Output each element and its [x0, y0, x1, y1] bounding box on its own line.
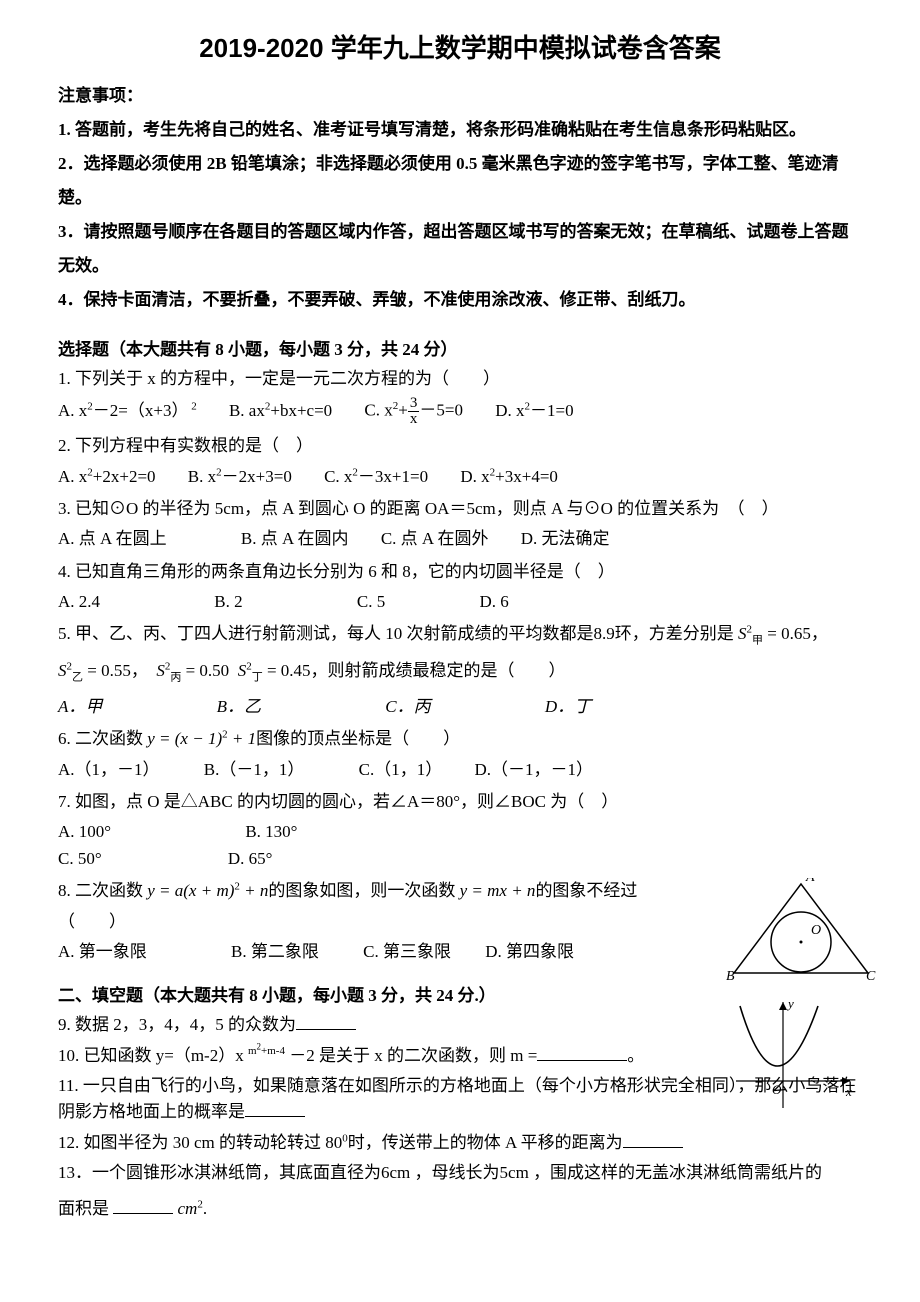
q6-optC: C.（1，1）: [359, 757, 443, 783]
q8-optB: B. 第二象限: [231, 939, 319, 965]
instruction-line: 2．选择题必须使用 2B 铅笔填涂；非选择题必须使用 0.5 毫米黑色字迹的签字…: [58, 147, 862, 215]
q13: 13．一个圆锥形冰淇淋纸筒，其底面直径为6cm ，母线长为5cm ，围成这样的无…: [58, 1160, 862, 1186]
q4-optD: D. 6: [479, 589, 508, 615]
q3-optB: B. 点 A 在圆内: [241, 526, 349, 552]
center-dot-icon: [800, 941, 803, 944]
q3-optC: C. 点 A 在圆外: [381, 526, 489, 552]
triangle-inscribed-circle-figure: A B C O: [726, 878, 876, 983]
q5-optA: A．甲: [58, 694, 102, 720]
q7-stem: 7. 如图，点 O 是△ABC 的内切圆的圆心，若∠A＝80°，则∠BOC 为（…: [58, 789, 862, 815]
q4-optB: B. 2: [214, 589, 242, 615]
q4-optC: C. 5: [357, 589, 385, 615]
q2-optB: B. x2－2x+3=0: [188, 464, 292, 490]
q7-optB: B. 130°: [245, 819, 297, 845]
q13b: 面积是 cm2.: [58, 1196, 862, 1222]
parabola-figure: y x O: [728, 996, 858, 1116]
q6-optA: A.（1，－1）: [58, 757, 160, 783]
q1-stem: 1. 下列关于 x 的方程中，一定是一元二次方程的为（ ）: [58, 366, 862, 392]
q6-stem: 6. 二次函数 y = (x − 1)2 + 1图像的顶点坐标是（ ）: [58, 726, 862, 752]
q7-optA: A. 100°: [58, 819, 111, 845]
q6-options: A.（1，－1） B.（－1，1） C.（1，1） D.（－1，－1）: [58, 757, 862, 783]
q8-optC: C. 第三象限: [363, 939, 451, 965]
q7-options: A. 100° B. 130° C. 50° D. 65°: [58, 819, 862, 872]
q1-options: A. x2－2=（x+3） 2 B. ax2+bx+c=0 C. x2+3x－5…: [58, 396, 862, 427]
label-C: C: [866, 969, 876, 983]
blank-fill[interactable]: [623, 1133, 683, 1148]
q4-options: A. 2.4 B. 2 C. 5 D. 6: [58, 589, 862, 615]
q8-optD: D. 第四象限: [485, 939, 574, 965]
blank-fill[interactable]: [113, 1199, 173, 1214]
parabola-curve-icon: [740, 1006, 818, 1066]
section1-heading: 选择题（本大题共有 8 小题，每小题 3 分，共 24 分）: [58, 335, 862, 360]
q1-optD: D. x2－1=0: [495, 398, 573, 424]
q5-stem-line2: S2乙 = 0.55， S2丙 = 0.50 S2丁 = 0.45，则射箭成绩最…: [58, 658, 862, 684]
q1-optB: B. ax2+bx+c=0: [229, 398, 332, 424]
fraction-icon: 3x: [408, 396, 420, 427]
q5-options: A．甲 B．乙 C．丙 D．丁: [58, 694, 862, 720]
q3-options: A. 点 A 在圆上 B. 点 A 在圆内 C. 点 A 在圆外 D. 无法确定: [58, 526, 862, 552]
q1-optA: A. x2－2=（x+3） 2: [58, 398, 197, 424]
q5-optC: C．丙: [385, 694, 430, 720]
arrow-up-icon: [779, 1002, 787, 1010]
q3-optD: D. 无法确定: [521, 526, 610, 552]
q5-optD: D．丁: [545, 694, 591, 720]
q4-optA: A. 2.4: [58, 589, 100, 615]
q1-optC: C. x2+3x－5=0: [364, 396, 463, 427]
label-y: y: [786, 996, 794, 1011]
q2-stem: 2. 下列方程中有实数根的是（ ）: [58, 433, 862, 459]
q6-optD: D.（－1，－1）: [474, 757, 593, 783]
q6-optB: B.（－1，1）: [204, 757, 305, 783]
q2-optC: C. x2－3x+1=0: [324, 464, 428, 490]
label-A: A: [805, 878, 815, 885]
page-title: 2019-2020 学年九上数学期中模拟试卷含答案: [58, 28, 862, 65]
q12: 12. 如图半径为 30 cm 的转动轮转过 800时，传送带上的物体 A 平移…: [58, 1130, 862, 1156]
q5-optB: B．乙: [217, 694, 261, 720]
instruction-line: 1. 答题前，考生先将自己的姓名、准考证号填写清楚，将条形码准确粘贴在考生信息条…: [58, 113, 862, 147]
q5-stem-line1: 5. 甲、乙、丙、丁四人进行射箭测试，每人 10 次射箭成绩的平均数都是8.9环…: [58, 621, 862, 647]
instruction-line: 3．请按照题号顺序在各题目的答题区域内作答，超出答题区域书写的答案无效；在草稿纸…: [58, 215, 862, 283]
q2-optA: A. x2+2x+2=0: [58, 464, 156, 490]
q2-optD: D. x2+3x+4=0: [460, 464, 558, 490]
instructions-block: 注意事项： 1. 答题前，考生先将自己的姓名、准考证号填写清楚，将条形码准确粘贴…: [58, 79, 862, 317]
blank-fill[interactable]: [245, 1102, 305, 1117]
label-O: O: [772, 1082, 782, 1097]
q7-optD: D. 65°: [228, 846, 273, 872]
label-B: B: [726, 969, 735, 983]
label-O: O: [811, 923, 821, 938]
blank-fill[interactable]: [537, 1046, 627, 1061]
instructions-heading: 注意事项：: [58, 79, 862, 113]
q4-stem: 4. 已知直角三角形的两条直角边长分别为 6 和 8，它的内切圆半径是（ ）: [58, 559, 862, 585]
q8-optA: A. 第一象限: [58, 939, 147, 965]
blank-fill[interactable]: [296, 1015, 356, 1030]
q2-options: A. x2+2x+2=0 B. x2－2x+3=0 C. x2－3x+1=0 D…: [58, 464, 862, 490]
triangle-icon: [734, 884, 868, 973]
instruction-line: 4．保持卡面清洁，不要折叠，不要弄破、弄皱，不准使用涂改液、修正带、刮纸刀。: [58, 283, 862, 317]
label-x: x: [845, 1084, 852, 1099]
q3-stem: 3. 已知⊙O 的半径为 5cm，点 A 到圆心 O 的距离 OA＝5cm，则点…: [58, 496, 862, 522]
q7-optC: C. 50°: [58, 846, 102, 872]
q3-optA: A. 点 A 在圆上: [58, 526, 167, 552]
